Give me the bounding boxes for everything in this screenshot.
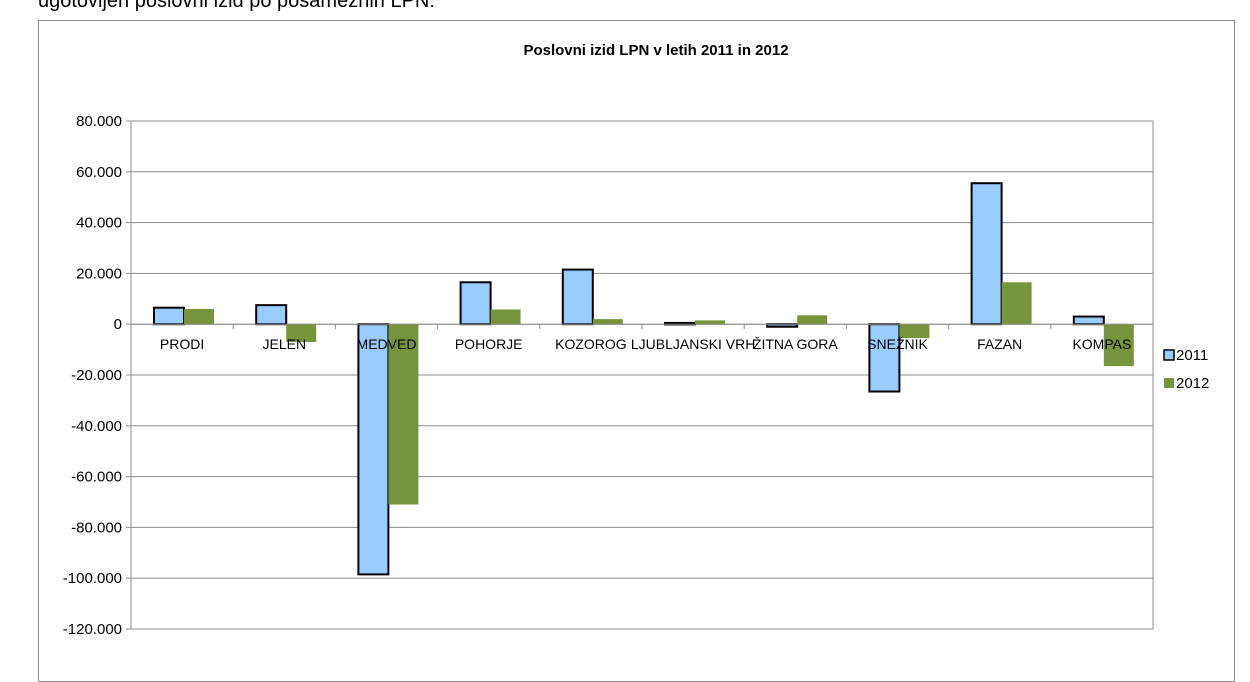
legend-swatch-2012 (1164, 378, 1174, 388)
category-label: FAZAN (977, 336, 1022, 352)
bar-2012-kompas (1103, 324, 1134, 367)
legend-label-2012: 2012 (1176, 375, 1209, 392)
y-tick-label: 40.000 (76, 215, 122, 232)
bar-2011-fazan (970, 182, 1003, 326)
y-tick-label: -40.000 (71, 418, 122, 435)
category-label: ŽITNA GORA (753, 336, 838, 352)
legend-label-2011: 2011 (1176, 347, 1208, 364)
category-label: POHORJE (455, 336, 523, 352)
bars (153, 182, 1134, 576)
bar-2012-fazan (1001, 282, 1032, 325)
bar-2011-jelen (255, 304, 288, 326)
y-tick-label: -100.000 (63, 570, 122, 587)
y-tick-label: -120.000 (63, 621, 122, 638)
bar-2012-pohorje (490, 309, 521, 325)
bar-2011-snežnik (868, 323, 901, 393)
y-tick-label: 60.000 (76, 164, 122, 181)
y-tick-label: 0 (114, 316, 122, 333)
bar-2012-kozorog (592, 319, 623, 325)
intro-text: ugotovljen poslovni izid po posameznih L… (38, 0, 435, 12)
legend-swatch-2011 (1163, 349, 1175, 361)
category-label: JELEN (263, 336, 307, 352)
y-axis-tick-labels: 80.000 60.000 40.000 20.000 0 -20.000 -40.000 -… (63, 113, 122, 638)
category-label: KOZOROG (555, 336, 627, 352)
bar-2011-medved (357, 323, 390, 576)
bar-2012-snežnik (899, 324, 930, 339)
category-label: PRODI (160, 336, 204, 352)
bar-2011-kompas (1072, 315, 1105, 326)
bar-2011-kozorog (561, 268, 594, 326)
chart-title: Poslovni izid LPN v letih 2011 in 2012 (523, 42, 788, 59)
bar-2012-prodi (184, 308, 214, 325)
bar-2011-prodi (153, 306, 185, 326)
y-tick-label: 20.000 (76, 265, 122, 282)
legend: 2011 2012 (1163, 347, 1209, 392)
bar-2011-pohorje (459, 281, 492, 326)
axes (130, 121, 1154, 630)
category-label: SNEŽNIK (867, 336, 928, 352)
bar-2012-ljubljanski-vrh (695, 320, 725, 325)
bar-chart: Poslovni izid LPN v letih 2011 in 2012 8… (63, 42, 1210, 638)
y-tick-label: -80.000 (71, 519, 122, 536)
category-label: KOMPAS (1072, 336, 1131, 352)
category-label: MEDVED (357, 336, 417, 352)
y-tick-label: -20.000 (71, 367, 122, 384)
bar-2012-jelen (286, 324, 317, 342)
chart-area: Poslovni izid LPN v letih 2011 in 2012 8… (38, 20, 1235, 682)
bar-2012-medved (388, 324, 419, 505)
category-label: LJUBLJANSKI VRH (631, 336, 755, 352)
y-tick-label: -60.000 (71, 469, 122, 486)
y-tick-label: 80.000 (76, 113, 122, 130)
x-axis-category-labels: PRODI JELEN MEDVED POHORJE KOZOROG LJUBLJANSK… (160, 336, 1131, 352)
bar-2012-žitna-gora (797, 315, 828, 325)
